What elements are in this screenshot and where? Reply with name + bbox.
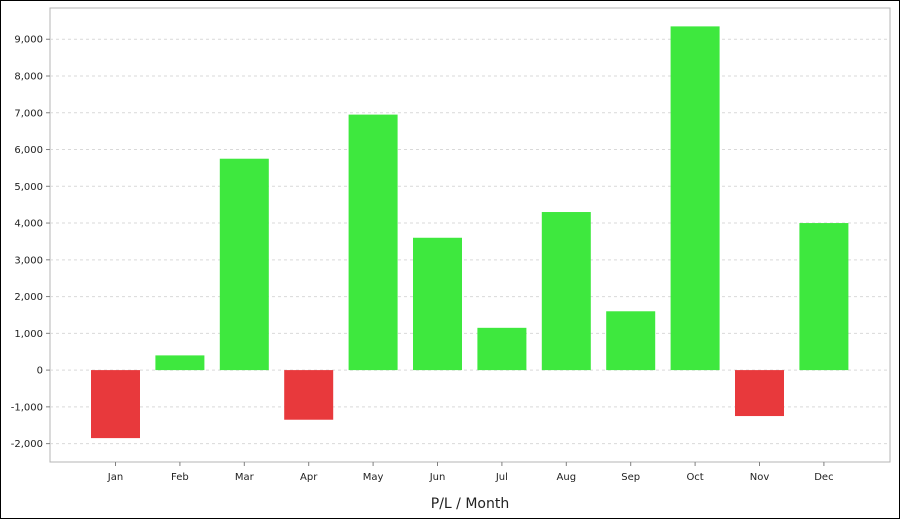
y-tick-label: 5,000 — [14, 182, 43, 193]
x-tick-label-feb: Feb — [171, 472, 189, 483]
x-tick-label-mar: Mar — [235, 472, 255, 483]
x-tick-label-dec: Dec — [814, 472, 833, 483]
x-tick-label-nov: Nov — [750, 472, 770, 483]
x-tick-label-jun: Jun — [429, 472, 446, 483]
y-tick-label: 8,000 — [14, 72, 43, 83]
bar-mar — [219, 158, 269, 371]
x-tick-label-oct: Oct — [686, 472, 703, 483]
bar-jan — [91, 370, 140, 439]
y-tick-label: 0 — [37, 366, 43, 377]
bar-oct — [670, 26, 720, 371]
bar-nov — [735, 370, 784, 417]
y-tick-label: 9,000 — [14, 35, 43, 46]
y-tick-label: 4,000 — [14, 219, 43, 230]
x-tick-label-jul: Jul — [495, 472, 508, 483]
bars — [91, 26, 849, 439]
y-axis-ticks: -2,000 -1,000 0 1,000 2,000 3,000 4,000 5,000 6,… — [11, 35, 50, 450]
bar-sep — [606, 311, 656, 371]
bar-may — [348, 114, 398, 371]
bar-feb — [155, 355, 205, 371]
x-axis-ticks: Jan Feb Mar Apr May Jun Jul Aug Sep Oct Nov Dec — [107, 462, 834, 483]
bar-jun — [413, 237, 462, 371]
y-tick-label: 3,000 — [14, 255, 43, 266]
y-tick-label: 2,000 — [14, 292, 43, 303]
y-tick-label: -2,000 — [11, 439, 43, 450]
x-tick-label-sep: Sep — [621, 472, 640, 483]
x-tick-label-apr: Apr — [300, 472, 318, 483]
y-tick-label: -1,000 — [11, 402, 43, 413]
bar-aug — [541, 212, 591, 371]
bar-apr — [284, 370, 334, 420]
x-tick-label-may: May — [363, 472, 384, 483]
x-axis-title: P/L / Month — [431, 496, 509, 512]
bar-jul — [477, 327, 527, 371]
y-tick-label: 7,000 — [14, 108, 43, 119]
bar-dec — [799, 223, 849, 371]
y-tick-label: 1,000 — [14, 329, 43, 340]
x-tick-label-jan: Jan — [107, 472, 123, 483]
x-tick-label-aug: Aug — [557, 472, 577, 483]
y-tick-label: 6,000 — [14, 145, 43, 156]
